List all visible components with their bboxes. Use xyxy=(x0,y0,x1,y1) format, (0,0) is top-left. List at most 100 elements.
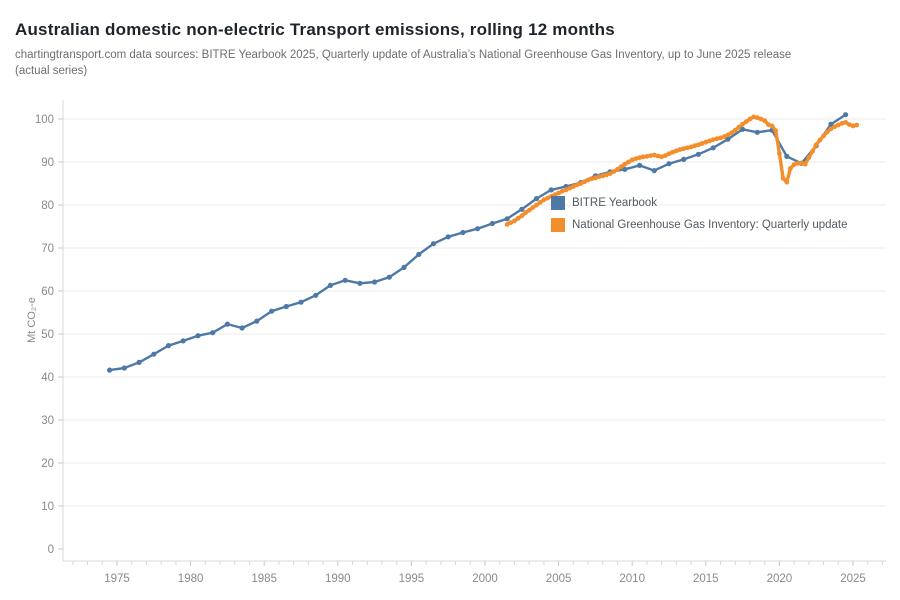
data-point[interactable] xyxy=(799,160,804,166)
data-point[interactable] xyxy=(696,142,701,148)
data-point[interactable] xyxy=(534,202,539,208)
data-point[interactable] xyxy=(327,282,333,288)
data-point[interactable] xyxy=(342,277,348,283)
legend-item-bitre[interactable]: BITRE Yearbook xyxy=(551,196,848,210)
data-point[interactable] xyxy=(489,220,495,227)
data-point[interactable] xyxy=(269,308,275,314)
data-point[interactable] xyxy=(519,206,525,212)
data-point[interactable] xyxy=(618,164,624,170)
data-point[interactable] xyxy=(570,184,576,189)
data-point[interactable] xyxy=(629,157,635,163)
data-point[interactable] xyxy=(777,151,782,156)
data-point[interactable] xyxy=(180,338,186,344)
data-point[interactable] xyxy=(607,171,613,177)
data-point[interactable] xyxy=(710,145,716,151)
data-point[interactable] xyxy=(283,303,289,310)
data-point[interactable] xyxy=(699,141,705,146)
data-point[interactable] xyxy=(372,279,378,285)
data-point[interactable] xyxy=(710,137,716,143)
data-point[interactable] xyxy=(563,187,569,193)
data-point[interactable] xyxy=(585,177,591,183)
data-point[interactable] xyxy=(784,153,790,159)
data-point[interactable] xyxy=(298,299,304,305)
data-point[interactable] xyxy=(685,145,690,151)
data-point[interactable] xyxy=(740,121,745,127)
data-point[interactable] xyxy=(843,112,849,118)
data-point[interactable] xyxy=(107,367,113,373)
data-point[interactable] xyxy=(773,128,779,134)
data-point[interactable] xyxy=(626,159,631,165)
data-point[interactable] xyxy=(593,175,598,181)
data-point[interactable] xyxy=(622,166,628,172)
data-point[interactable] xyxy=(839,120,845,126)
data-point[interactable] xyxy=(835,122,841,128)
data-point[interactable] xyxy=(740,126,746,132)
data-point[interactable] xyxy=(596,174,602,180)
data-point[interactable] xyxy=(567,185,572,191)
data-point[interactable] xyxy=(732,127,738,133)
data-point[interactable] xyxy=(136,359,142,365)
data-point[interactable] xyxy=(802,161,808,167)
data-point[interactable] xyxy=(791,162,797,168)
data-point[interactable] xyxy=(582,179,587,185)
data-point[interactable] xyxy=(780,175,786,181)
data-point[interactable] xyxy=(504,216,510,222)
data-point[interactable] xyxy=(195,333,201,339)
data-point[interactable] xyxy=(766,122,771,127)
data-point[interactable] xyxy=(828,121,834,127)
data-point[interactable] xyxy=(416,251,422,257)
data-point[interactable] xyxy=(769,123,775,129)
data-point[interactable] xyxy=(651,168,657,174)
data-point[interactable] xyxy=(828,126,834,132)
data-point[interactable] xyxy=(545,195,550,201)
data-point[interactable] xyxy=(556,190,561,196)
data-point[interactable] xyxy=(729,130,734,136)
data-point[interactable] xyxy=(460,229,466,236)
data-point[interactable] xyxy=(633,156,639,162)
data-point[interactable] xyxy=(386,274,392,280)
data-point[interactable] xyxy=(743,119,749,124)
data-point[interactable] xyxy=(640,154,646,160)
data-point[interactable] xyxy=(695,151,702,157)
data-point[interactable] xyxy=(151,351,157,357)
data-point[interactable] xyxy=(121,365,127,371)
data-point[interactable] xyxy=(313,292,319,298)
data-point[interactable] xyxy=(611,169,617,174)
data-point[interactable] xyxy=(537,200,543,205)
data-point[interactable] xyxy=(688,144,694,150)
data-point[interactable] xyxy=(637,162,643,168)
data-point[interactable] xyxy=(736,124,742,130)
data-point[interactable] xyxy=(810,148,815,154)
data-point[interactable] xyxy=(821,133,826,139)
data-point[interactable] xyxy=(832,124,837,130)
data-point[interactable] xyxy=(850,123,856,129)
data-point[interactable] xyxy=(574,182,580,188)
data-point[interactable] xyxy=(600,173,606,179)
data-point[interactable] xyxy=(813,142,819,148)
data-point[interactable] xyxy=(703,139,709,145)
data-point[interactable] xyxy=(824,129,830,135)
data-point[interactable] xyxy=(519,213,525,219)
data-point[interactable] xyxy=(548,187,554,193)
data-point[interactable] xyxy=(239,325,245,331)
data-point[interactable] xyxy=(589,176,595,182)
data-point[interactable] xyxy=(504,222,510,227)
data-point[interactable] xyxy=(681,156,687,162)
data-point[interactable] xyxy=(541,197,547,203)
data-point[interactable] xyxy=(430,241,437,247)
data-point[interactable] xyxy=(523,210,528,216)
data-point[interactable] xyxy=(662,153,668,159)
legend-item-nggi[interactable]: National Greenhouse Gas Inventory: Quart… xyxy=(551,218,848,232)
data-point[interactable] xyxy=(788,166,793,171)
data-point[interactable] xyxy=(659,154,664,160)
data-point[interactable] xyxy=(533,196,540,202)
data-point[interactable] xyxy=(784,179,790,185)
data-point[interactable] xyxy=(615,166,620,172)
data-point[interactable] xyxy=(224,321,230,327)
data-point[interactable] xyxy=(666,161,672,167)
data-point[interactable] xyxy=(475,226,481,232)
data-point[interactable] xyxy=(670,149,676,155)
data-point[interactable] xyxy=(210,330,216,336)
data-point[interactable] xyxy=(578,181,584,186)
data-point[interactable] xyxy=(526,207,532,213)
